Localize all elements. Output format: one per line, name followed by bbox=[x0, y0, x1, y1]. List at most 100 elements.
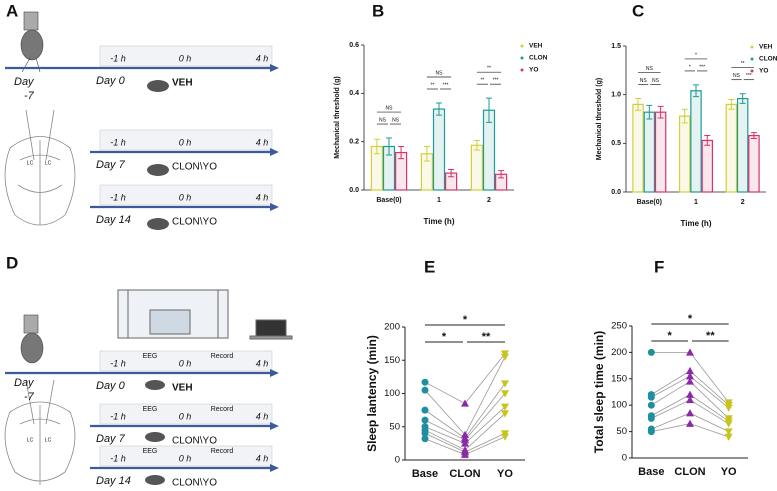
time-label: -1 h bbox=[110, 453, 126, 463]
data-point bbox=[461, 439, 469, 447]
y-axis-label: Mechanical threshold (g) bbox=[334, 76, 341, 158]
lc-label: LC bbox=[27, 437, 34, 443]
error-bar bbox=[448, 168, 455, 178]
time-label: 0 h bbox=[179, 411, 192, 421]
y-tick-label: 200 bbox=[384, 322, 400, 333]
treatment-label: CLON\YO bbox=[172, 217, 217, 228]
treatment-label: CLON\YO bbox=[172, 162, 217, 173]
timeline-box bbox=[99, 403, 273, 425]
bar bbox=[654, 111, 667, 193]
phase-label: Record bbox=[211, 406, 234, 413]
y-tick-label: 0 bbox=[395, 455, 400, 466]
x-tick-label: 1 bbox=[437, 197, 441, 204]
error-bar bbox=[750, 132, 757, 139]
error-bar bbox=[728, 99, 735, 110]
y-tick-label: 150 bbox=[384, 355, 400, 366]
significance-label: NS bbox=[386, 105, 394, 111]
significance-label: ** bbox=[741, 61, 745, 67]
x-tick-label: Base(0) bbox=[376, 197, 401, 204]
data-point bbox=[647, 393, 655, 401]
x-tick-label: CLON bbox=[449, 468, 480, 480]
x-axis-label: Time (h) bbox=[681, 219, 712, 228]
significance-label: * bbox=[463, 314, 468, 326]
data-point bbox=[501, 433, 509, 441]
significance-label: * bbox=[695, 52, 697, 58]
significance-label: * bbox=[688, 313, 693, 325]
data-point bbox=[686, 395, 694, 404]
time-label: 4 h bbox=[256, 411, 269, 421]
day-label: Day 0 bbox=[96, 75, 126, 87]
lc-label: LC bbox=[45, 160, 52, 166]
timeline-box bbox=[99, 350, 273, 372]
subject-line bbox=[424, 353, 506, 404]
panel-label: A bbox=[6, 1, 18, 20]
significance-label: ** bbox=[482, 331, 491, 343]
legend-label: VEH bbox=[529, 43, 543, 50]
panel-label: C bbox=[632, 1, 644, 20]
day-label: Day 0 bbox=[96, 380, 126, 392]
phase-label: Record bbox=[211, 448, 234, 455]
mouse-implant-icon-d bbox=[20, 314, 44, 364]
time-label: -1 h bbox=[110, 137, 126, 147]
time-label: 0 h bbox=[179, 53, 192, 63]
y-tick-label: 150 bbox=[611, 373, 627, 384]
bar bbox=[725, 103, 738, 193]
pre-day: Day bbox=[14, 377, 35, 389]
significance-label: *** bbox=[699, 64, 705, 70]
data-point bbox=[647, 414, 655, 422]
y-tick-label: 0.2 bbox=[349, 139, 359, 146]
data-point bbox=[647, 401, 655, 409]
data-point bbox=[421, 429, 429, 437]
time-label: 4 h bbox=[256, 53, 269, 63]
data-point bbox=[421, 406, 429, 414]
x-tick-label: Base bbox=[638, 466, 664, 478]
data-point bbox=[421, 386, 429, 394]
x-tick-label: YO bbox=[721, 466, 737, 478]
treatment-label: VEH bbox=[172, 78, 193, 89]
phase-label: EEG bbox=[143, 353, 158, 360]
arrow-head bbox=[270, 369, 279, 377]
panel-label: D bbox=[6, 253, 18, 272]
bar bbox=[701, 139, 714, 193]
data-point bbox=[724, 404, 733, 412]
bar bbox=[690, 90, 702, 193]
y-tick-label: 0.6 bbox=[349, 42, 359, 49]
panel-label: F bbox=[654, 257, 664, 276]
bar bbox=[470, 144, 483, 191]
data-point bbox=[501, 353, 509, 361]
time-label: -1 h bbox=[110, 192, 126, 202]
pre-day-num: -7 bbox=[24, 90, 35, 102]
significance-label: *** bbox=[746, 73, 752, 79]
legend-label: CLON bbox=[529, 55, 548, 62]
x-tick-label: 1 bbox=[694, 199, 698, 206]
treatment-label: CLON\YO bbox=[172, 478, 217, 489]
data-point bbox=[501, 403, 509, 411]
data-point bbox=[501, 410, 509, 418]
error-bar bbox=[486, 97, 492, 123]
significance-label: * bbox=[442, 331, 447, 343]
y-tick-label: 100 bbox=[384, 388, 400, 399]
pre-day: Day bbox=[14, 76, 35, 88]
data-point bbox=[501, 380, 509, 388]
legend-swatch bbox=[750, 57, 754, 61]
error-bar bbox=[473, 139, 480, 151]
data-point bbox=[724, 433, 733, 441]
panel-label: E bbox=[424, 257, 435, 276]
y-axis-label: Total sleep time (min) bbox=[592, 331, 606, 453]
y-axis-label: Mechanical threshold (g) bbox=[596, 78, 603, 160]
day-label: Day 7 bbox=[96, 159, 126, 171]
lc-label: LC bbox=[45, 437, 52, 443]
x-tick-label: 2 bbox=[487, 197, 491, 204]
error-bar bbox=[436, 102, 442, 116]
day-label: Day 7 bbox=[96, 433, 126, 445]
bar bbox=[736, 97, 749, 193]
x-tick-label: YO bbox=[497, 468, 513, 480]
time-label: 0 h bbox=[179, 358, 192, 368]
day-label: Day 14 bbox=[96, 214, 131, 226]
data-point bbox=[686, 419, 694, 427]
data-point bbox=[501, 390, 509, 398]
phase-label: EEG bbox=[143, 448, 158, 455]
data-point bbox=[724, 420, 733, 428]
mouse-icon-a bbox=[147, 80, 169, 230]
